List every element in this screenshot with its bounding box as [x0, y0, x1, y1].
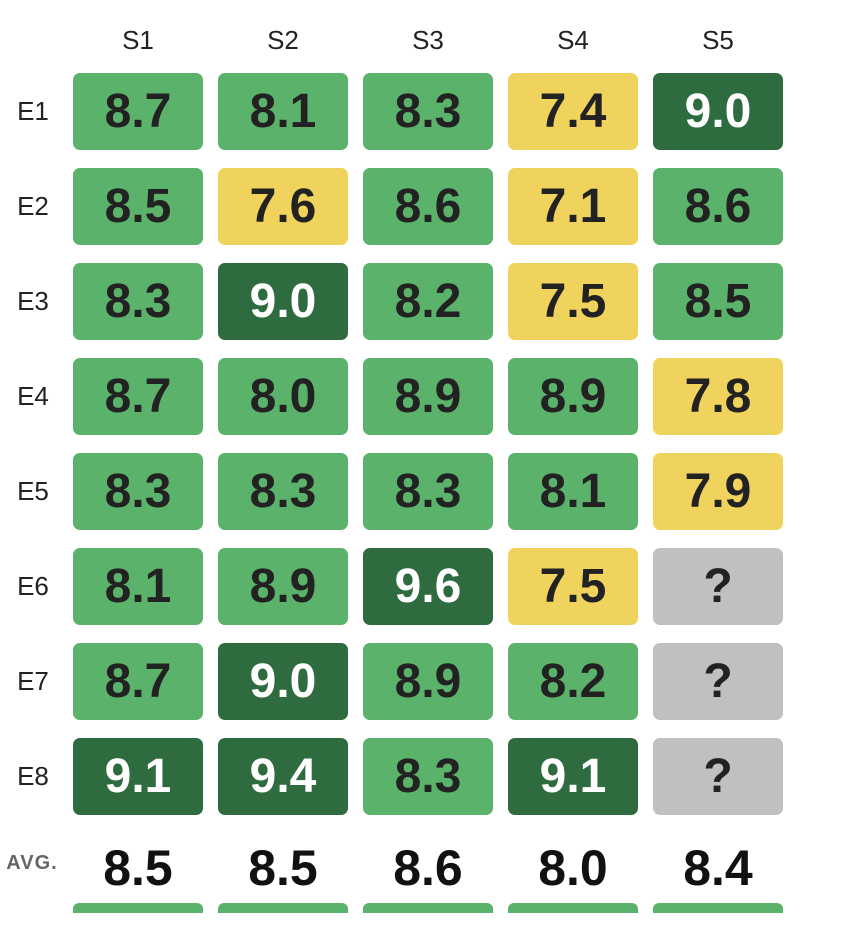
rating-cell: 8.7	[73, 643, 203, 720]
rating-cell: 9.6	[363, 548, 493, 625]
rating-cell: 7.9	[653, 453, 783, 530]
rating-cell: 8.6	[653, 168, 783, 245]
rating-cell: 8.5	[653, 263, 783, 340]
row-label: E3	[17, 286, 49, 316]
cell-edge	[73, 903, 203, 913]
column-header: S5	[702, 24, 734, 55]
rating-cell: 8.6	[363, 168, 493, 245]
rating-cell: 8.1	[73, 548, 203, 625]
row-label: E8	[17, 761, 49, 791]
rating-cell: 7.8	[653, 358, 783, 435]
rating-cell: 9.0	[218, 263, 348, 340]
average-value: 8.6	[393, 840, 463, 896]
row-label: E2	[17, 191, 49, 221]
column-header: S1	[122, 24, 154, 55]
cell-edge	[653, 903, 783, 913]
rating-cell: 8.2	[363, 263, 493, 340]
rating-cell: 8.7	[73, 358, 203, 435]
rating-cell: 8.7	[73, 73, 203, 150]
rating-cell: 8.5	[73, 168, 203, 245]
rating-cell: 8.2	[508, 643, 638, 720]
rating-cell: 8.3	[73, 453, 203, 530]
rating-cell: 8.3	[363, 738, 493, 815]
rating-cell: 8.1	[218, 73, 348, 150]
average-value: 8.5	[103, 840, 173, 896]
rating-cell: 9.1	[73, 738, 203, 815]
row-label: E5	[17, 476, 49, 506]
rating-cell: 7.4	[508, 73, 638, 150]
rating-cell: 8.1	[508, 453, 638, 530]
row-label: E7	[17, 666, 49, 696]
column-header: S2	[267, 24, 299, 55]
rating-cell: 8.9	[363, 643, 493, 720]
row-label: E4	[17, 381, 49, 411]
rating-cell: 9.4	[218, 738, 348, 815]
column-header: S3	[412, 24, 444, 55]
cell-edge	[218, 903, 348, 913]
average-label: AVG.	[6, 851, 58, 874]
average-value: 8.0	[538, 840, 608, 896]
rating-cell: 7.5	[508, 263, 638, 340]
rating-cell: 7.6	[218, 168, 348, 245]
rating-cell: 8.3	[363, 73, 493, 150]
rating-cell: 8.3	[218, 453, 348, 530]
rating-cell: ?	[653, 643, 783, 720]
cell-edge	[508, 903, 638, 913]
rating-cell: 9.0	[218, 643, 348, 720]
rating-cell: 8.9	[218, 548, 348, 625]
row-label: E1	[17, 96, 49, 126]
rating-cell: 8.3	[73, 263, 203, 340]
rating-cell: 8.9	[363, 358, 493, 435]
rating-cell: ?	[653, 738, 783, 815]
rating-cell: 9.1	[508, 738, 638, 815]
rating-cell: 9.0	[653, 73, 783, 150]
rating-cell: 8.9	[508, 358, 638, 435]
rating-cell: 7.1	[508, 168, 638, 245]
rating-cell: ?	[653, 548, 783, 625]
cell-edge	[363, 903, 493, 913]
column-header: S4	[557, 24, 589, 55]
rating-cell: 8.3	[363, 453, 493, 530]
average-value: 8.4	[683, 840, 753, 896]
average-value: 8.5	[248, 840, 318, 896]
row-label: E6	[17, 571, 49, 601]
rating-cell: 7.5	[508, 548, 638, 625]
rating-cell: 8.0	[218, 358, 348, 435]
